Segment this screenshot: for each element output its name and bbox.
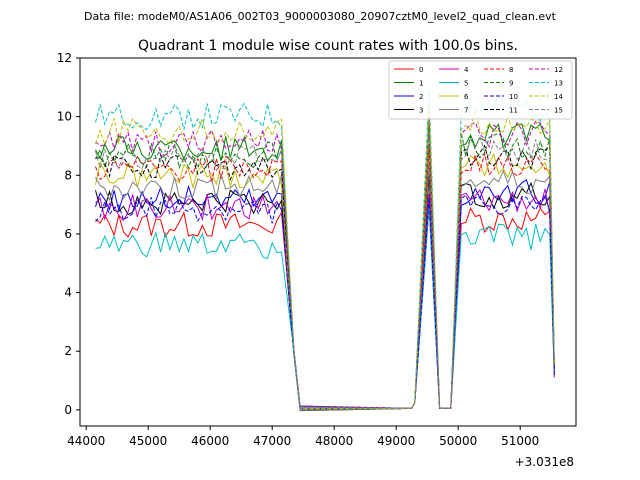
series-line-5	[95, 207, 555, 409]
legend-label: 12	[554, 66, 563, 74]
series-line-8	[95, 147, 555, 409]
series-line-11	[95, 134, 555, 411]
x-tick-label: 50000	[439, 434, 477, 448]
series-line-14	[95, 103, 555, 410]
legend-label: 14	[554, 93, 563, 101]
x-axis: 44000 45000 46000 47000 48000 49000 50000 51000	[67, 426, 539, 448]
y-tick-label: 4	[64, 286, 72, 300]
legend-label: 8	[509, 66, 513, 74]
legend-label: 13	[554, 80, 563, 88]
legend-label: 11	[509, 107, 518, 115]
x-tick-label: 44000	[67, 434, 105, 448]
series-line-9	[95, 125, 555, 409]
y-tick-label: 8	[64, 168, 72, 182]
legend-label: 5	[464, 80, 468, 88]
series-line-2	[95, 179, 555, 410]
y-tick-label: 10	[57, 110, 72, 124]
series-line-3	[95, 174, 555, 412]
legend-label: 4	[464, 66, 469, 74]
x-tick-label: 45000	[129, 434, 167, 448]
y-tick-label: 12	[57, 51, 72, 65]
y-tick-label: 6	[64, 227, 72, 241]
legend-label: 9	[509, 80, 513, 88]
legend-label: 2	[419, 93, 423, 101]
x-tick-label: 47000	[253, 434, 291, 448]
y-axis: 0 2 4 6 8 10 12	[57, 51, 80, 417]
chart-title: Quadrant 1 module wise count rates with …	[138, 38, 518, 54]
y-tick-label: 0	[64, 403, 72, 417]
chart-suptitle: Data file: modeM0/AS1A06_002T03_90000030…	[84, 10, 557, 23]
plot-frame	[79, 57, 577, 427]
series-line-0	[95, 193, 555, 409]
legend-label: 3	[419, 107, 423, 115]
legend-label: 0	[419, 66, 423, 74]
series-line-15	[95, 131, 555, 411]
legend-label: 10	[509, 93, 518, 101]
x-tick-label: 46000	[191, 434, 229, 448]
x-tick-label: 48000	[315, 434, 353, 448]
x-offset-label: +3.031e8	[515, 455, 574, 469]
legend-label: 7	[464, 107, 468, 115]
x-tick-label: 51000	[501, 434, 539, 448]
series-lines	[95, 90, 555, 412]
legend-box	[388, 60, 573, 120]
series-line-4	[95, 188, 555, 409]
series-line-1	[95, 119, 555, 409]
series-line-10	[95, 194, 555, 410]
series-line-7	[95, 163, 555, 412]
y-tick-label: 2	[64, 344, 72, 358]
series-line-6	[95, 144, 555, 410]
legend-label: 6	[464, 93, 469, 101]
legend-label: 1	[419, 80, 423, 88]
x-tick-label: 49000	[377, 434, 415, 448]
legend-label: 15	[554, 107, 563, 115]
series-line-12	[95, 109, 555, 409]
